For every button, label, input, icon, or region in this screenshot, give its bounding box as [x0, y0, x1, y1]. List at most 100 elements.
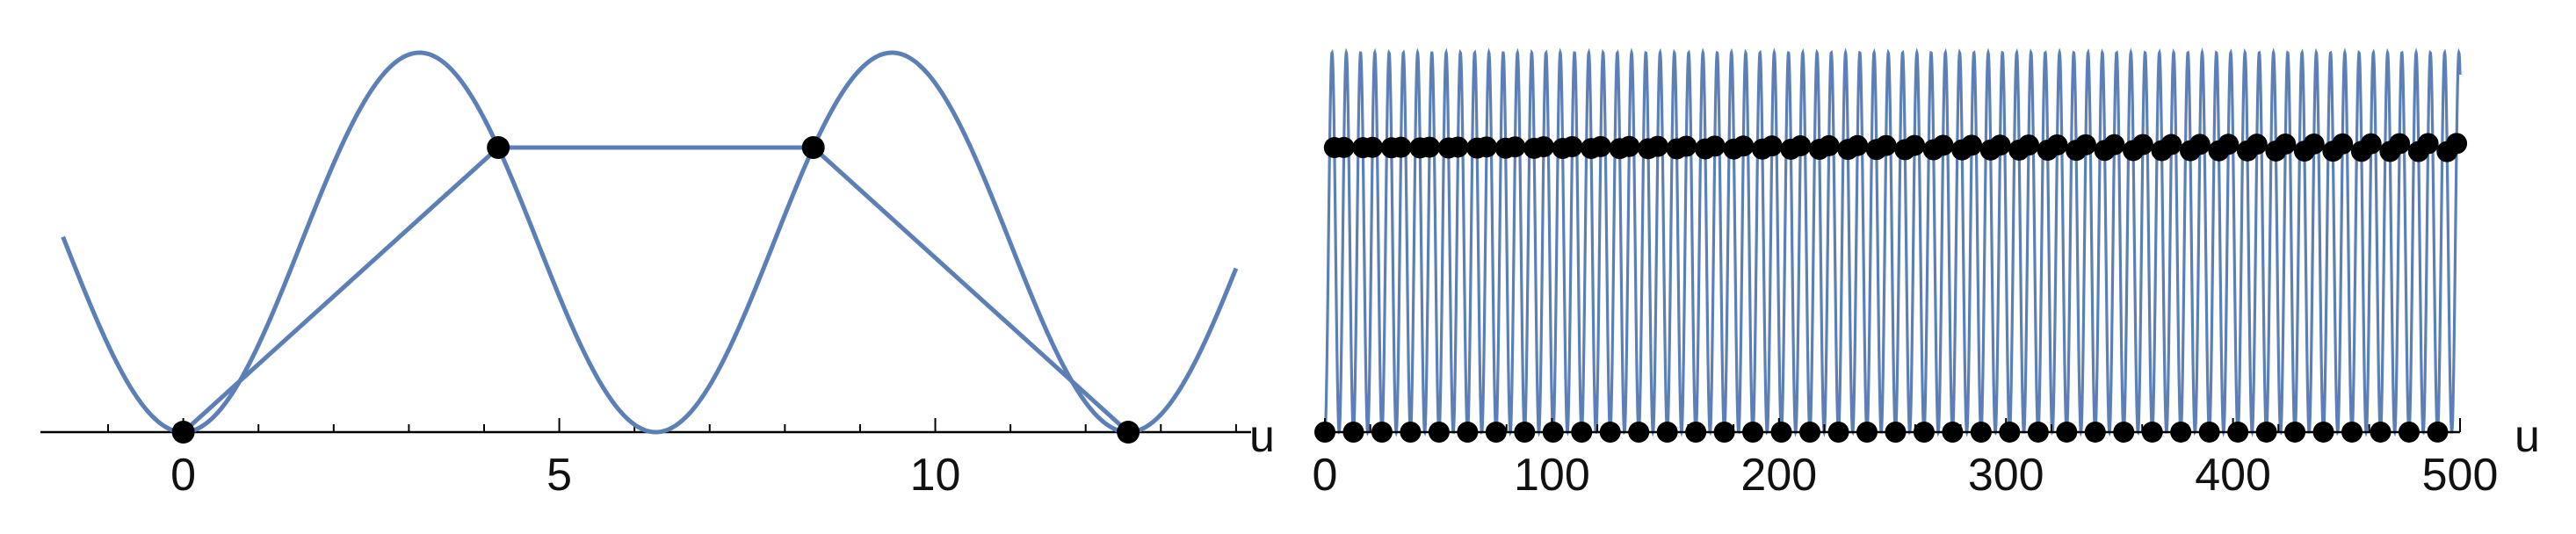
x-tick-labels-left: 0 5 10: [170, 450, 960, 501]
orbit-point: [1799, 421, 1821, 443]
x-tick-label: 100: [1514, 450, 1590, 501]
orbit-point: [2046, 134, 2068, 155]
orbit-point: [2056, 421, 2078, 443]
orbit-point: [1571, 421, 1593, 443]
orbit-point: [2332, 133, 2354, 155]
orbit-point: [2018, 134, 2040, 156]
orbit-points-right: [1314, 133, 2468, 443]
orbit-point: [1561, 135, 1583, 157]
orbit-point: [2284, 421, 2306, 443]
orbit-point: [1646, 135, 1668, 157]
orbit-points-left: [171, 136, 1140, 444]
x-tick-label: 300: [1968, 450, 2044, 501]
orbit-point: [1532, 136, 1554, 158]
orbit-point: [1333, 136, 1355, 158]
orbit-point: [2189, 134, 2211, 155]
orbit-point: [2389, 133, 2411, 155]
orbit-point: [1913, 421, 1935, 443]
x-tick-label: 400: [2195, 450, 2271, 501]
orbit-point: [2198, 421, 2220, 443]
orbit-point: [1790, 135, 1812, 157]
orbit-point: [1447, 136, 1469, 158]
orbit-point: [1314, 422, 1335, 443]
orbit-point: [1742, 421, 1764, 443]
orbit-point: [1885, 421, 1907, 443]
orbit-point: [2427, 421, 2449, 443]
orbit-point: [2074, 134, 2096, 155]
orbit-point: [1589, 135, 1611, 157]
orbit-point: [1618, 135, 1640, 157]
orbit-point: [1485, 421, 1507, 443]
orbit-point: [1733, 135, 1755, 157]
orbit-point: [2218, 134, 2240, 155]
x-tick-label: 5: [546, 450, 572, 501]
orbit-point: [2160, 134, 2182, 155]
orbit-point: [1362, 136, 1384, 158]
orbit-point: [2360, 133, 2382, 155]
orbit-point: [487, 136, 510, 159]
orbit-point: [1761, 135, 1783, 157]
orbit-point: [1400, 421, 1422, 443]
orbit-point: [1656, 421, 1678, 443]
cosine-curve-left: [61, 50, 1239, 435]
orbit-point: [1999, 421, 2021, 443]
orbit-point: [1117, 421, 1140, 444]
x-axis-label: u: [2514, 411, 2540, 462]
x-tick-labels-right: 0 100 200 300 400 500: [1313, 450, 2499, 501]
orbit-point: [1961, 134, 1983, 156]
orbit-point: [2141, 421, 2163, 443]
orbit-point: [1675, 135, 1697, 157]
orbit-point: [1599, 421, 1621, 443]
orbit-point: [1428, 421, 1450, 443]
orbit-point: [2370, 421, 2391, 443]
orbit-point: [1685, 421, 1707, 443]
orbit-point: [1457, 421, 1479, 443]
orbit-point: [2170, 421, 2192, 443]
orbit-point: [2417, 133, 2439, 155]
orbit-point: [171, 421, 195, 444]
orbit-point: [2446, 133, 2468, 155]
orbit-point: [1514, 421, 1536, 443]
orbit-point: [2312, 421, 2334, 443]
orbit-point: [1371, 421, 1393, 443]
cosine-curve-right: [1323, 47, 2462, 437]
orbit-point: [1847, 134, 1869, 156]
orbit-polyline-left: [181, 145, 1130, 434]
orbit-point: [2398, 421, 2420, 443]
orbit-point: [1770, 421, 1792, 443]
x-tick-label: 0: [1313, 450, 1338, 501]
orbit-point: [2113, 421, 2135, 443]
orbit-point: [1628, 421, 1650, 443]
x-tick-label: 10: [910, 450, 961, 501]
orbit-point: [1704, 135, 1726, 157]
orbit-point: [1390, 136, 1412, 158]
orbit-point: [2027, 421, 2049, 443]
orbit-point: [2275, 134, 2297, 155]
orbit-point: [1856, 421, 1878, 443]
orbit-point: [1942, 421, 1964, 443]
y-axis-label: u: [1249, 411, 1275, 462]
orbit-point: [1932, 134, 1954, 156]
x-ticks-left: [107, 418, 1237, 432]
orbit-point: [2084, 421, 2106, 443]
orbit-point: [2131, 134, 2153, 155]
orbit-point: [1713, 421, 1735, 443]
orbit-point: [2103, 134, 2125, 155]
orbit-point: [1989, 134, 2011, 156]
chart-right: 0 100 200 300 400 500 u u: [1249, 47, 2540, 501]
orbit-point: [1875, 134, 1897, 156]
orbit-point: [801, 136, 825, 159]
orbit-point: [1542, 421, 1564, 443]
orbit-point: [1904, 134, 1926, 156]
orbit-point: [1970, 421, 1992, 443]
x-tick-label: 200: [1740, 450, 1817, 501]
x-tick-label: 500: [2422, 450, 2499, 501]
orbit-point: [2227, 421, 2249, 443]
orbit-point: [1342, 421, 1364, 443]
orbit-point: [1476, 136, 1498, 158]
orbit-point: [2246, 134, 2268, 155]
orbit-point: [1818, 134, 1840, 156]
orbit-point: [2255, 421, 2277, 443]
orbit-point: [1827, 421, 1849, 443]
